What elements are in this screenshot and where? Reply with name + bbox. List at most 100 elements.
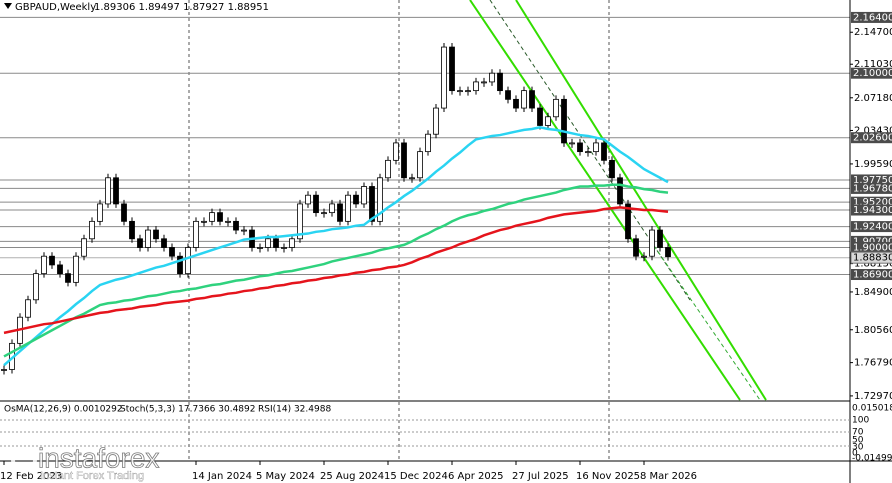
candle xyxy=(353,194,359,205)
watermark-logo xyxy=(11,447,37,473)
x-tick-label: 25 Aug 2024 xyxy=(320,471,384,482)
candle xyxy=(585,151,591,154)
candle xyxy=(305,194,311,205)
candle xyxy=(313,194,319,214)
candle xyxy=(97,203,103,222)
candle xyxy=(33,273,39,301)
level-label: 1.94300 xyxy=(853,205,892,216)
candle xyxy=(153,229,159,240)
candle xyxy=(257,247,263,249)
candle xyxy=(73,255,79,283)
candle xyxy=(393,142,399,161)
ohlc: 1.89306 1.89497 1.87927 1.88951 xyxy=(94,2,269,13)
y-tick-label: 2.07180 xyxy=(854,93,892,104)
level-label: 2.10000 xyxy=(853,68,892,79)
channel xyxy=(469,0,767,401)
axes: 2.14700 2.11030 2.07180 2.03430 1.99590 1.881… xyxy=(0,11,892,482)
candle xyxy=(281,247,287,249)
candle xyxy=(633,238,639,257)
chart-title: GBPAUD,Weekly xyxy=(15,2,96,13)
candle xyxy=(161,238,167,248)
last-price-bg xyxy=(850,251,892,264)
y-tick-label: 1.80560 xyxy=(854,325,892,336)
level-label-bg xyxy=(851,174,892,186)
level-label: 2.16400 xyxy=(853,12,892,23)
candle xyxy=(481,81,487,84)
candle xyxy=(449,46,455,92)
candle xyxy=(617,177,623,205)
candle xyxy=(193,220,199,248)
candle xyxy=(385,159,391,179)
indicator-label: OsMA(12,26,9) 0.0010292 xyxy=(4,405,123,415)
indicator-tick: 30 xyxy=(852,443,864,453)
level-label-bg xyxy=(851,67,892,79)
candle xyxy=(177,255,183,275)
candle xyxy=(121,203,127,222)
indicator-label: RSI(14) 32.4988 xyxy=(258,405,331,415)
candle xyxy=(625,203,631,240)
level-label: 2.02600 xyxy=(853,133,892,144)
x-tick-label: 5 May 2024 xyxy=(256,471,315,482)
y-tick-label: 2.03430 xyxy=(854,125,892,136)
level-label-bg xyxy=(851,204,892,216)
candle xyxy=(513,98,519,109)
candle xyxy=(49,255,55,266)
candle xyxy=(25,299,31,318)
candle xyxy=(241,229,247,232)
candle xyxy=(65,273,71,283)
channel-line xyxy=(515,0,767,401)
candle xyxy=(113,177,119,205)
candle xyxy=(145,229,151,248)
candle xyxy=(537,107,543,126)
candle xyxy=(521,90,527,109)
indicator-tick: -0.014999 xyxy=(852,454,892,464)
x-tick-label: 16 Nov 2025 xyxy=(576,471,640,482)
candle xyxy=(497,72,503,92)
indicator-tick: 70 xyxy=(852,428,864,438)
moving-average xyxy=(3,206,669,335)
candle xyxy=(529,90,535,109)
candle xyxy=(433,107,439,135)
y-tick-label: 1.84900 xyxy=(854,287,892,298)
candle xyxy=(609,159,615,179)
candle xyxy=(321,212,327,215)
candle xyxy=(217,212,223,222)
candle xyxy=(345,194,351,222)
x-tick-label: 27 Jul 2025 xyxy=(512,471,569,482)
levels xyxy=(0,16,850,276)
candle xyxy=(649,229,655,257)
candle xyxy=(657,229,663,248)
moving-averages xyxy=(3,125,669,367)
candle xyxy=(457,90,463,93)
candle xyxy=(289,238,295,248)
level-label-bg xyxy=(851,269,892,281)
candle xyxy=(553,98,559,118)
level-label-bg xyxy=(851,132,892,144)
candle xyxy=(401,142,407,179)
candle xyxy=(201,220,207,223)
candle xyxy=(505,90,511,100)
watermark: instaforex Instant Forex Trading xyxy=(11,442,160,482)
candle xyxy=(601,142,607,161)
candle xyxy=(41,255,47,275)
candle xyxy=(561,98,567,144)
candle xyxy=(545,116,551,126)
candle xyxy=(105,177,111,205)
candle xyxy=(577,142,583,153)
candle xyxy=(641,255,647,258)
candle xyxy=(409,177,415,180)
level-label: 1.86900 xyxy=(853,270,892,281)
level-label: 1.90000 xyxy=(853,242,892,253)
y-tick-label: 1.88150 xyxy=(854,259,892,270)
symbol-icon xyxy=(4,3,12,9)
y-tick-label: 1.76790 xyxy=(854,358,892,369)
candle xyxy=(465,90,471,93)
level-label-bg xyxy=(851,241,892,253)
candle xyxy=(137,238,143,248)
candle xyxy=(361,186,367,205)
candle xyxy=(185,247,191,275)
channel-mid xyxy=(649,239,761,401)
candle xyxy=(569,142,575,145)
candle xyxy=(377,177,383,222)
